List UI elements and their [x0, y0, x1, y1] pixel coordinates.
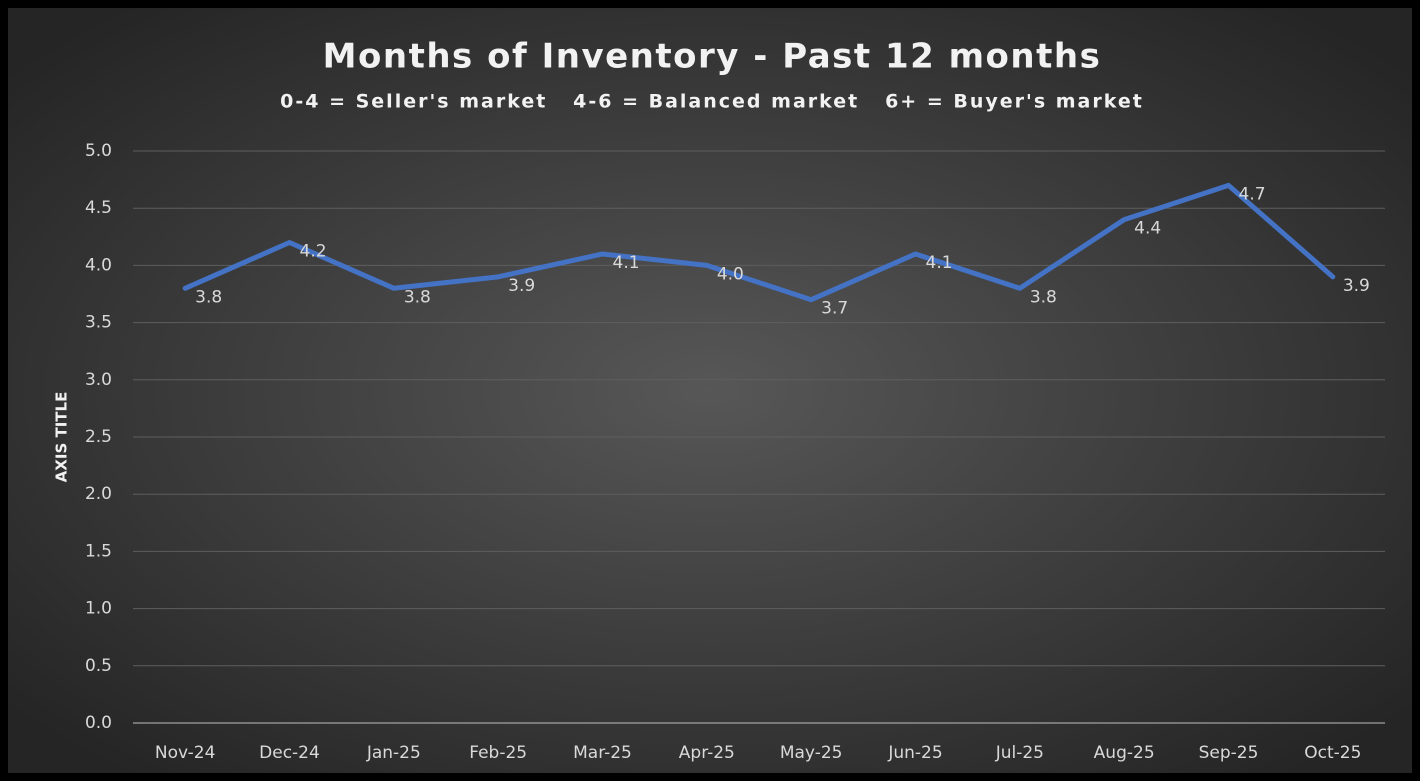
y-tick-label: 3.0 — [85, 370, 112, 390]
data-label: 3.9 — [508, 276, 535, 296]
data-label: 3.9 — [1343, 276, 1370, 296]
y-tick-label: 1.0 — [85, 599, 112, 619]
x-tick-label: Aug-25 — [1094, 743, 1155, 763]
y-tick-label: 3.5 — [85, 313, 112, 333]
x-tick-label: Jan-25 — [366, 743, 421, 763]
y-tick-label: 5.0 — [85, 141, 112, 161]
data-label: 3.7 — [821, 299, 848, 319]
x-tick-label: Dec-24 — [259, 743, 320, 763]
data-label: 3.8 — [1030, 287, 1057, 307]
data-label: 4.1 — [926, 253, 953, 273]
chart-background — [8, 8, 1412, 773]
x-tick-label: Oct-25 — [1304, 743, 1361, 763]
x-tick-label: Feb-25 — [469, 743, 527, 763]
y-tick-label: 1.5 — [85, 541, 112, 561]
x-tick-label: Jul-25 — [995, 743, 1044, 763]
data-line — [182, 182, 1336, 303]
y-tick-label: 2.5 — [85, 427, 112, 447]
chart-subtitle: 0-4 = Seller's market 4-6 = Balanced mar… — [280, 91, 1144, 113]
x-tick-label: May-25 — [780, 743, 843, 763]
data-label: 4.7 — [1239, 184, 1266, 204]
data-label: 4.2 — [300, 242, 327, 262]
data-label: 3.8 — [195, 287, 222, 307]
chart-title: Months of Inventory - Past 12 months — [323, 37, 1102, 77]
data-label: 4.0 — [717, 264, 744, 284]
y-tick-label: 4.0 — [85, 255, 112, 275]
y-tick-label: 2.0 — [85, 484, 112, 504]
x-tick-label: Nov-24 — [155, 743, 216, 763]
x-tick-label: Apr-25 — [679, 743, 735, 763]
y-axis-title: AXIS TITLE — [53, 392, 71, 483]
x-tick-label: Jun-25 — [887, 743, 942, 763]
y-tick-label: 0.5 — [85, 656, 112, 676]
x-tick-label: Sep-25 — [1199, 743, 1259, 763]
data-label: 4.4 — [1134, 219, 1161, 239]
y-tick-label: 4.5 — [85, 198, 112, 218]
y-tick-label: 0.0 — [85, 713, 112, 733]
data-label: 4.1 — [613, 253, 640, 273]
data-label: 3.8 — [404, 287, 431, 307]
x-tick-label: Mar-25 — [573, 743, 632, 763]
